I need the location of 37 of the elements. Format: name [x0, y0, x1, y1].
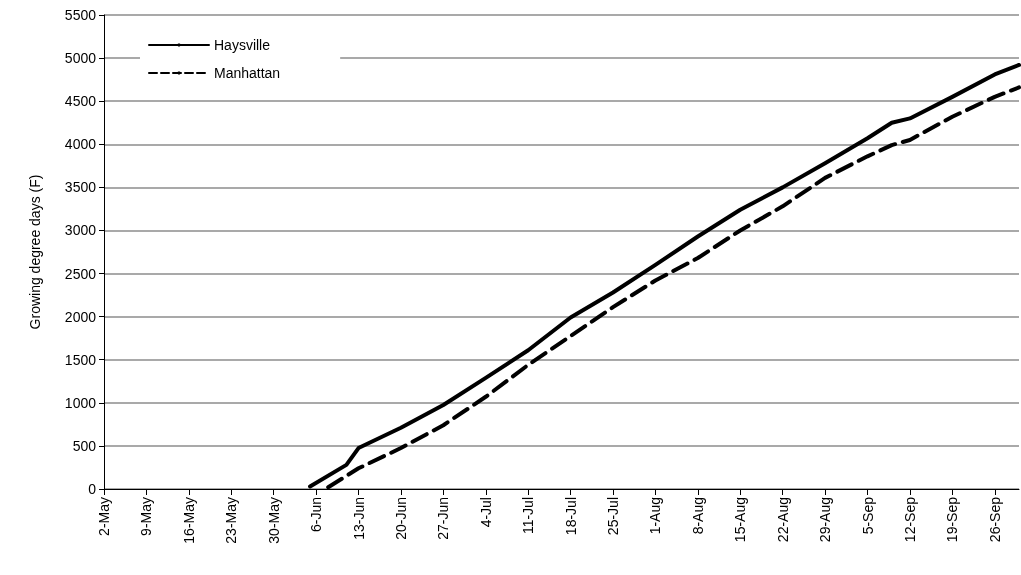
- y-axis-title: Growing degree days (F): [27, 174, 43, 330]
- y-tick-label: 3500: [64, 179, 97, 196]
- x-tick-label: 12-Sep: [901, 496, 918, 543]
- x-tick-label: 15-Aug: [732, 497, 749, 543]
- legend-label: Haysville: [214, 37, 271, 53]
- x-tick-label: 29-Aug: [817, 497, 834, 543]
- y-tick-label: 1000: [64, 394, 97, 411]
- x-tick-label: 5-Sep: [859, 496, 876, 535]
- x-tick-label: 18-Jul: [562, 497, 579, 536]
- x-tick-label: 4-Jul: [477, 497, 494, 528]
- y-tick-label: 1500: [64, 351, 97, 368]
- y-tick-label: 0: [88, 481, 97, 497]
- x-tick-label: 30-May: [265, 497, 282, 544]
- x-tick-label: 6-Jun: [308, 497, 325, 533]
- x-tick-label: 20-Jun: [392, 497, 409, 540]
- x-tick-label: 22-Aug: [774, 497, 791, 543]
- x-tick-label: 26-Sep: [986, 496, 1003, 543]
- x-tick-label: 1-Aug: [647, 497, 664, 535]
- x-tick-label: 13-Jun: [350, 497, 367, 540]
- x-tick-label: 11-Jul: [520, 497, 537, 535]
- x-tick-label: 8-Aug: [689, 497, 706, 535]
- x-tick-label: 16-May: [180, 497, 197, 544]
- y-tick-label: 3000: [64, 222, 97, 239]
- x-tick-label: 9-May: [138, 497, 155, 536]
- y-tick-label: 4500: [64, 93, 97, 110]
- y-tick-label: 500: [72, 437, 97, 454]
- legend-label: Manhattan: [214, 65, 281, 81]
- y-tick-label: 5000: [64, 50, 97, 67]
- x-tick-label: 23-May: [223, 497, 240, 544]
- x-tick-label: 27-Jun: [435, 497, 452, 540]
- y-tick-label: 2000: [64, 308, 97, 325]
- y-tick-label: 2500: [64, 265, 97, 282]
- x-tick-label: 25-Jul: [605, 497, 622, 536]
- x-tick-label: 2-May: [96, 497, 112, 536]
- y-tick-label: 4000: [64, 136, 97, 153]
- x-tick-label: 19-Sep: [944, 496, 961, 543]
- y-tick-label: 5500: [64, 7, 97, 23]
